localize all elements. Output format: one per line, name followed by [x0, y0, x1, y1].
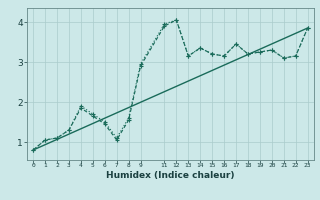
X-axis label: Humidex (Indice chaleur): Humidex (Indice chaleur)	[106, 171, 235, 180]
